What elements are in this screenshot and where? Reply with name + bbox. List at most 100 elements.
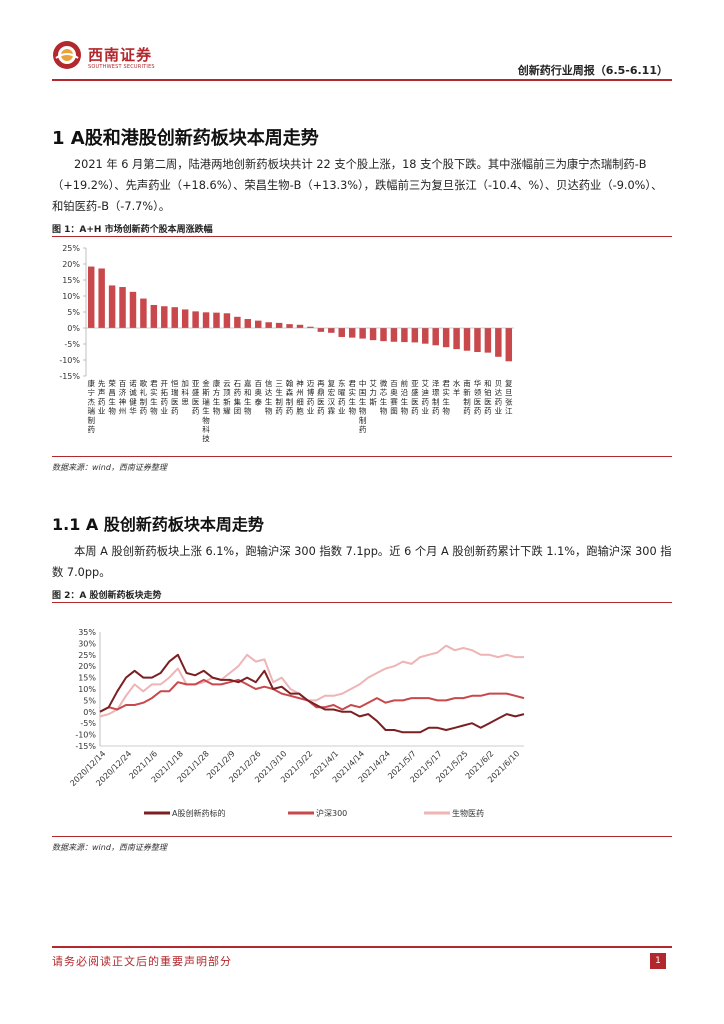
y-tick-label: 30% — [78, 639, 96, 648]
bar — [432, 328, 439, 346]
bar — [286, 324, 293, 328]
x-tick-label: 南新制药 — [463, 378, 471, 416]
y-tick-label: 25% — [78, 651, 96, 660]
bar — [474, 328, 481, 352]
x-tick-label: 前沿生物 — [401, 378, 409, 416]
x-tick-label: 和铂医药 — [484, 379, 492, 416]
report-title: 创新药行业周报（6.5-6.11） — [517, 64, 668, 77]
figure1-bottom-rule — [52, 456, 672, 457]
bar — [171, 307, 178, 328]
y-tick-label: -10% — [59, 356, 80, 365]
x-tick-label: 恒瑞医药 — [171, 378, 179, 416]
bar — [453, 328, 460, 350]
y-tick-label: 10% — [62, 292, 80, 301]
x-tick-label: 君实生物 — [150, 379, 158, 416]
bar — [463, 328, 471, 351]
subsection-paragraph-text: 本周 A 股创新药板块上涨 6.1%，跑输沪深 300 指数 7.1pp。近 6… — [52, 545, 672, 579]
legend-label: A股创新药标的 — [172, 808, 225, 818]
bar — [244, 319, 252, 328]
bar — [484, 328, 492, 353]
y-tick-label: -15% — [59, 372, 80, 381]
x-tick-label: 复旦张江 — [505, 378, 513, 416]
x-tick-label: 贝达药业 — [495, 379, 503, 416]
y-tick-label: -5% — [80, 719, 96, 728]
bar — [255, 320, 262, 328]
bar — [411, 328, 419, 343]
bar — [161, 306, 168, 328]
x-tick-label: 开拓药业 — [161, 379, 169, 416]
subsection-title: 1.1 A 股创新药板块本周走势 — [52, 515, 264, 534]
x-tick-label: 翰森制药 — [286, 378, 294, 416]
bar — [265, 322, 272, 328]
figure2-bottom-rule — [52, 836, 672, 837]
figure2-top-rule — [52, 602, 672, 603]
x-tick-label: 金斯瑞生物科技 — [202, 378, 210, 443]
x-tick-label: 水羊 — [453, 378, 461, 397]
x-tick-label: 东曜药业 — [338, 378, 346, 416]
x-tick-label: 加科思 — [181, 378, 189, 406]
y-tick-label: 20% — [78, 662, 96, 671]
x-tick-label: 神州细胞 — [296, 378, 304, 416]
x-tick-label: 百济神州 — [119, 379, 127, 416]
x-tick-label: 艾迪药业 — [422, 379, 430, 416]
bar — [307, 326, 314, 328]
y-tick-label: 35% — [78, 628, 96, 637]
x-tick-label: 歌礼制药 — [140, 378, 148, 416]
series-line — [99, 678, 525, 713]
x-tick-label: 荣昌生物 — [108, 378, 116, 416]
bar — [422, 328, 429, 344]
y-tick-label: 0% — [83, 708, 96, 717]
bar — [181, 309, 189, 328]
x-tick-label: 康宁杰瑞制药 — [87, 378, 95, 434]
bar — [192, 311, 199, 328]
bar — [401, 328, 408, 343]
x-tick-label: 三生制药 — [275, 379, 283, 416]
bar — [98, 268, 105, 328]
section-title: 1 A股和港股创新药板块本周走势 — [52, 128, 319, 149]
x-tick-label: 百奥赛图 — [390, 379, 398, 416]
bar — [213, 312, 220, 328]
y-tick-label: 10% — [78, 685, 96, 694]
x-tick-label: 先声药业 — [98, 378, 106, 416]
x-tick-label: 君实生物 — [348, 379, 356, 416]
x-tick-label: 康方生物 — [213, 378, 221, 416]
x-tick-label: 嘉和生物 — [244, 378, 252, 416]
bar — [328, 328, 335, 333]
y-tick-label: 5% — [83, 696, 96, 705]
x-tick-label: 石药集团 — [234, 379, 242, 416]
x-tick-label: 艾力斯 — [369, 379, 377, 406]
section-paragraph-text: 2021 年 6 月第二周，陆港两地创新药板块共计 22 支个股上涨，18 支个… — [52, 158, 663, 213]
x-tick-label: 信达生物 — [265, 378, 273, 416]
y-tick-label: -10% — [75, 731, 96, 740]
y-tick-label: 0% — [67, 324, 80, 333]
y-tick-label: 15% — [78, 674, 96, 683]
y-tick-label: 15% — [62, 276, 80, 285]
legend-label: 沪深300 — [316, 808, 347, 818]
bar — [140, 298, 147, 328]
x-tick-label: 复宏汉霖 — [328, 378, 336, 416]
series-line — [99, 653, 525, 734]
bar — [150, 304, 158, 328]
figure2-source: 数据来源：wind，西南证券整理 — [52, 843, 167, 852]
header-divider — [52, 79, 672, 81]
bar — [359, 328, 366, 339]
bar — [223, 313, 231, 328]
x-tick-label: 泽璟制药 — [432, 379, 440, 416]
figure2-caption: 图 2：A 股创新药板块走势 — [52, 591, 162, 601]
x-tick-label: 云顶新耀 — [223, 379, 231, 416]
bar — [442, 328, 450, 348]
x-tick-label: 君实生物 — [442, 379, 450, 416]
x-tick-label: 迈博药业 — [307, 379, 315, 416]
bar — [234, 316, 241, 328]
y-tick-label: -5% — [64, 340, 80, 349]
bar — [129, 291, 137, 328]
bar — [338, 328, 345, 337]
x-tick-label: 微芯生物 — [380, 378, 388, 416]
y-tick-label: 20% — [62, 260, 80, 269]
y-tick-label: -15% — [75, 742, 96, 751]
brand-name-en: SOUTHWEST SECURITIES — [88, 64, 155, 70]
x-tick-label: 百奥泰 — [254, 379, 262, 406]
series-line — [99, 644, 524, 718]
y-tick-label: 5% — [67, 308, 80, 317]
x-tick-label: 亚盛医药 — [411, 379, 419, 416]
